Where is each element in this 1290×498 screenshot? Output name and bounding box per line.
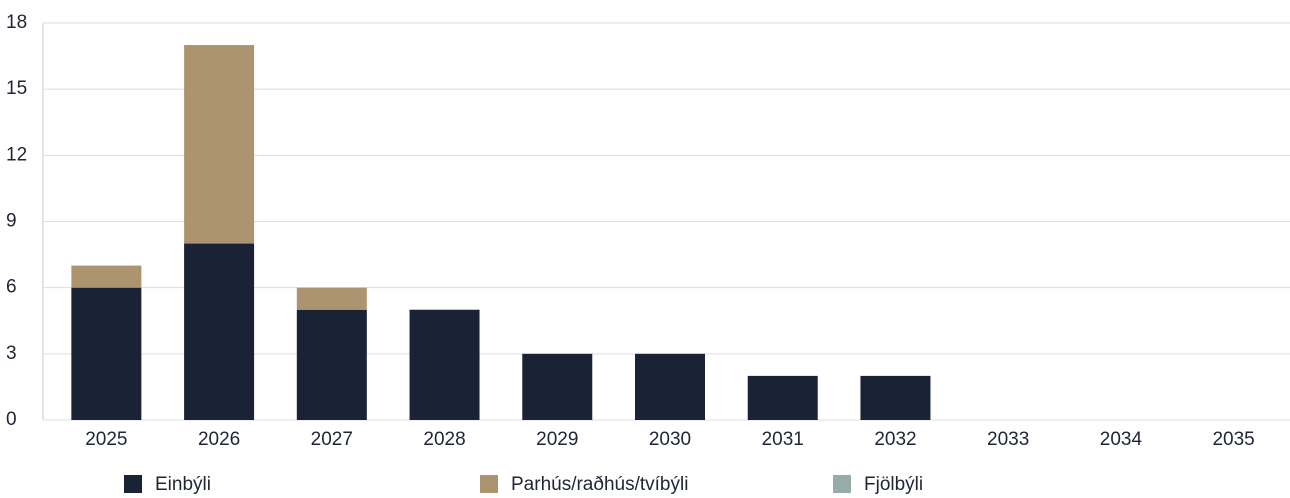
bar-segment (71, 287, 142, 420)
x-tick-label: 2025 (85, 429, 127, 450)
bar-segment (747, 375, 818, 420)
x-tick-label: 2028 (423, 429, 465, 450)
bar-segment (409, 309, 480, 420)
x-tick-label: 2033 (987, 429, 1029, 450)
y-tick-label: 6 (6, 277, 17, 298)
bar-segment (635, 353, 705, 420)
bar-segment (184, 45, 255, 244)
x-tick-label: 2026 (198, 429, 240, 450)
bar-segment (522, 353, 593, 420)
x-tick-label: 2027 (311, 429, 353, 450)
x-tick-label: 2030 (649, 429, 691, 450)
legend-label: Fjölbýli (864, 474, 923, 495)
bar-segment (296, 287, 367, 310)
x-tick-label: 2032 (874, 429, 916, 450)
bar-segment (184, 243, 255, 420)
legend-swatch (480, 475, 498, 493)
y-tick-label: 9 (6, 211, 17, 232)
bar-segment (296, 309, 367, 420)
y-tick-label: 3 (6, 343, 17, 364)
y-tick-label: 0 (6, 409, 17, 430)
x-tick-label: 2035 (1212, 429, 1254, 450)
bar-segment (860, 375, 931, 420)
y-tick-label: 18 (6, 12, 27, 33)
bar-segment (71, 265, 142, 288)
y-tick-label: 15 (6, 78, 27, 99)
y-tick-label: 12 (6, 144, 27, 165)
legend-label: Einbýli (155, 474, 211, 495)
x-tick-label: 2031 (762, 429, 804, 450)
x-tick-label: 2029 (536, 429, 578, 450)
legend-swatch (124, 475, 142, 493)
legend-label: Parhús/raðhús/tvíbýli (511, 474, 688, 495)
legend-swatch (833, 475, 851, 493)
x-tick-label: 2034 (1100, 429, 1143, 450)
